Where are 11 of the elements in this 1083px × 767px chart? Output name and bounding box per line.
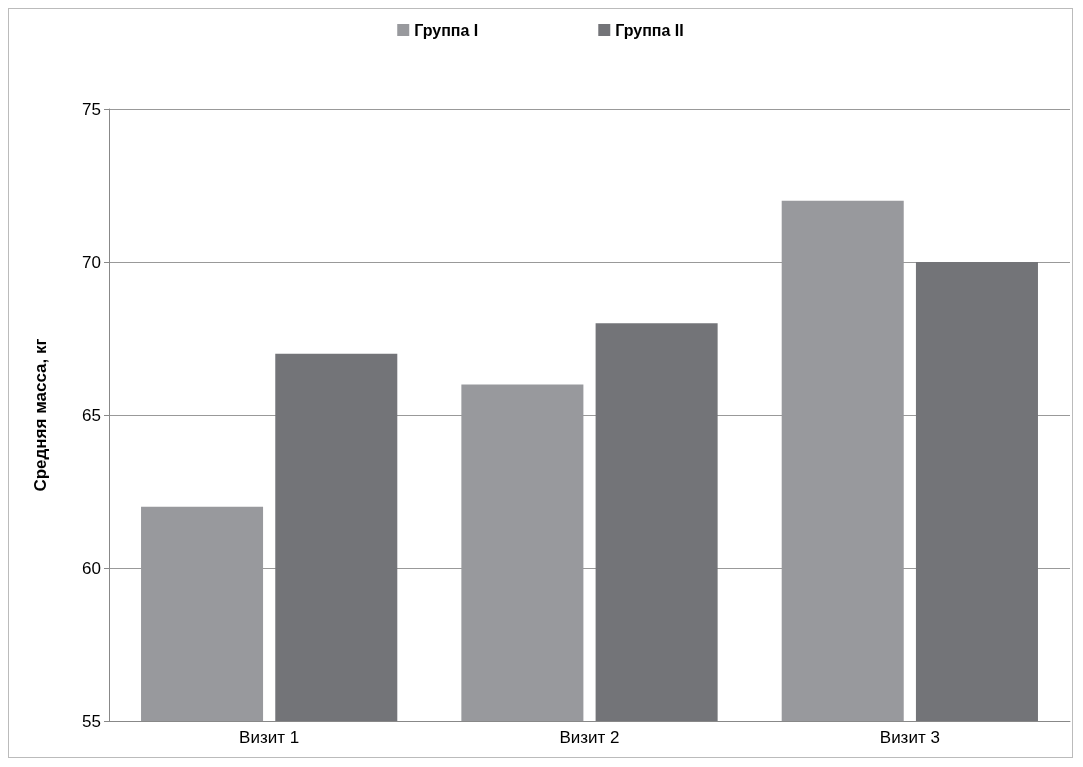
y-tick-label: 75 <box>82 99 101 119</box>
x-tick-label: Визит 2 <box>559 728 620 747</box>
x-tick-label: Визит 1 <box>239 728 300 747</box>
y-axis-title: Средняя масса, кг <box>31 338 50 492</box>
legend-label: Группа I <box>414 21 479 39</box>
x-tick-label: Визит 3 <box>879 728 940 747</box>
legend-label: Группа II <box>615 21 684 39</box>
y-tick-label: 60 <box>82 558 101 578</box>
y-tick-label: 65 <box>82 405 101 425</box>
y-tick-label: 55 <box>82 711 101 731</box>
y-tick-label: 70 <box>82 252 101 272</box>
